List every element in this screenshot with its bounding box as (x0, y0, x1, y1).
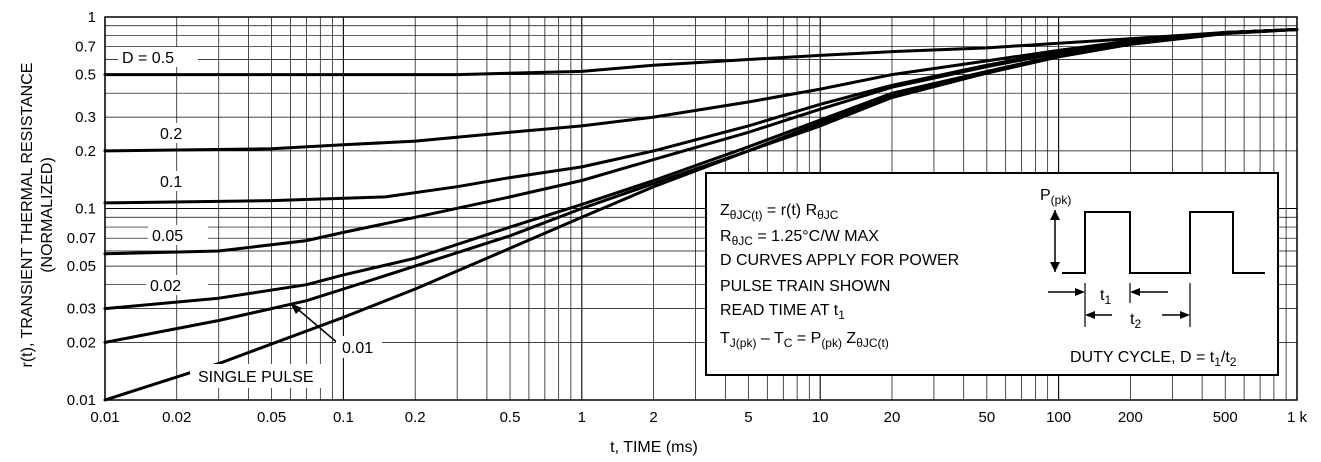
x-tick-label: 0.2 (405, 409, 426, 426)
arrow-left-icon (1085, 311, 1095, 319)
x-tick-label: 1 (578, 409, 586, 426)
curves (103, 28, 1299, 402)
x-tick-label: 0.1 (333, 409, 354, 426)
x-tick-label: 0.5 (500, 409, 521, 426)
pulse-train-waveform (1062, 211, 1265, 274)
plot-frame (104, 16, 1298, 401)
formula-box: ZθJC(t) = r(t) RθJC RθJC = 1.25°C/W MAX … (705, 172, 1279, 376)
y-tick-label: 0.5 (75, 67, 96, 84)
curve-label: 0.2 (160, 126, 182, 143)
t1-label: t1 (1100, 287, 1111, 307)
callout-line (293, 305, 341, 346)
x-tick-label: 500 (1213, 409, 1238, 426)
y-tick-label: 1 (88, 9, 96, 26)
series-line (103, 28, 1299, 77)
x-tick-label: 1 k (1287, 409, 1308, 426)
x-tick-label: 5 (744, 409, 752, 426)
curve-label: 0.05 (152, 228, 183, 245)
x-tick-label: 0.05 (257, 409, 286, 426)
x-tick-label: 100 (1046, 409, 1071, 426)
formula-line-5: READ TIME AT t1 (720, 302, 845, 322)
arrow-up-icon (1050, 210, 1060, 220)
callout-arrow-icon (290, 303, 302, 314)
y-tick-label: 0.05 (67, 258, 96, 275)
curve-label: D = 0.5 (122, 50, 174, 67)
x-tick-label: 10 (812, 409, 829, 426)
formula-line-6: TJ(pk) – TC = P(pk) ZθJC(t) (720, 330, 889, 350)
curve-label-bg (190, 364, 330, 388)
y-axis-title-sub: (NORMALIZED) (39, 157, 56, 273)
x-tick-label: 20 (884, 409, 901, 426)
curve-label-bg (156, 171, 200, 191)
t2-label: t2 (1130, 311, 1141, 331)
x-tick-labels: 0.01 0.02 0.05 0.1 0.2 0.5 1 2 5 10 20 50 100 200 500 1… (90, 409, 1307, 426)
x-tick-label: 50 (978, 409, 995, 426)
y-tick-label: 0.03 (67, 301, 96, 318)
y-tick-label: 0.07 (67, 230, 96, 247)
x-tick-label: 200 (1118, 409, 1143, 426)
y-tick-label: 0.7 (75, 39, 96, 56)
curve-label-bg (336, 336, 382, 358)
curve-label: 0.1 (160, 174, 182, 191)
formula-line-2: RθJC = 1.25°C/W MAX (720, 228, 879, 248)
arrow-right-icon (1075, 288, 1085, 296)
arrow-right-icon (1180, 311, 1190, 319)
y-tick-labels: 1 0.7 0.5 0.3 0.2 0.1 0.07 0.05 0.03 0.02 0.01 (67, 9, 96, 409)
curve-label: 0.01 (342, 340, 373, 357)
curve-label: 0.02 (150, 278, 181, 295)
arrow-down-icon (1050, 262, 1060, 272)
x-axis-title: t, TIME (ms) (610, 439, 698, 456)
curve-label-bg (118, 47, 198, 67)
x-tick-label: 2 (649, 409, 657, 426)
y-tick-label: 0.02 (67, 334, 96, 351)
x-tick-label: 0.01 (90, 409, 119, 426)
series-line (103, 28, 1299, 402)
curve-label: SINGLE PULSE (198, 369, 314, 386)
curve-labels: D = 0.5 0.2 0.1 0.05 0.02 0.01 SINGLE PULSE (118, 47, 382, 388)
y-tick-label: 0.3 (75, 109, 96, 126)
duty-cycle-label: DUTY CYCLE, D = t1/t2 (1070, 349, 1237, 369)
curve-label-bg (156, 123, 200, 143)
y-tick-label: 0.2 (75, 143, 96, 160)
y-tick-label: 0.1 (75, 201, 96, 218)
formula-line-4: PULSE TRAIN SHOWN (720, 278, 890, 295)
curve-label-bg (146, 275, 208, 295)
arrow-left-icon (1130, 288, 1140, 296)
series-line (103, 28, 1299, 256)
y-axis-title: r(t), TRANSIENT THERMAL RESISTANCE (19, 63, 36, 368)
y-tick-label: 0.01 (67, 392, 96, 409)
x-tick-label: 0.02 (162, 409, 191, 426)
curve-label-bg (148, 225, 208, 245)
formula-line-3: D CURVES APPLY FOR POWER (720, 252, 959, 269)
